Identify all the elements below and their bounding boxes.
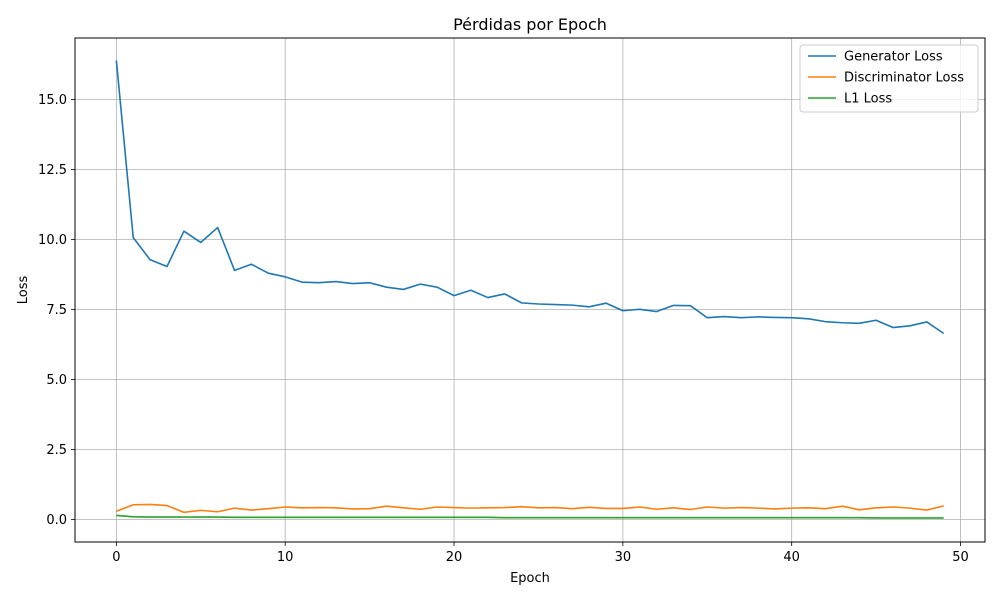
x-tick-label: 10	[277, 550, 294, 565]
x-axis-title: Epoch	[510, 571, 550, 586]
x-tick-label: 30	[615, 550, 632, 565]
legend: Generator Loss Discriminator Loss L1 Loss	[799, 44, 979, 113]
series-lines	[115, 60, 945, 519]
y-axis: 0.0 2.5 5.0 7.5 10.0 12.5 15.0	[38, 93, 75, 528]
plot-frame	[74, 37, 986, 543]
chart-title: Pérdidas por Epoch	[453, 15, 607, 34]
legend-label: Generator Loss	[844, 50, 943, 65]
x-tick-label: 40	[783, 550, 800, 565]
series-line-generator-loss	[115, 60, 945, 335]
y-tick-label: 10.0	[38, 233, 67, 248]
series-line-discriminator-loss	[116, 503, 944, 514]
legend-label: Discriminator Loss	[844, 71, 964, 86]
legend-label: L1 Loss	[844, 92, 892, 107]
x-tick-label: 50	[952, 550, 969, 565]
y-tick-label: 2.5	[46, 443, 67, 458]
y-tick-label: 5.0	[46, 373, 67, 388]
x-axis: 0 10 20 30 40 50	[112, 542, 969, 565]
legend-box	[799, 44, 979, 113]
y-tick-label: 12.5	[38, 163, 67, 178]
y-tick-label: 0.0	[46, 513, 67, 528]
legend-items: Generator Loss Discriminator Loss L1 Loss	[808, 50, 964, 107]
y-tick-label: 15.0	[38, 93, 67, 108]
grid	[75, 38, 985, 542]
y-tick-label: 7.5	[46, 303, 67, 318]
y-axis-title: Loss	[16, 276, 31, 305]
x-tick-label: 20	[446, 550, 463, 565]
series-line-l1-loss	[116, 514, 944, 519]
x-tick-label: 0	[112, 550, 120, 565]
